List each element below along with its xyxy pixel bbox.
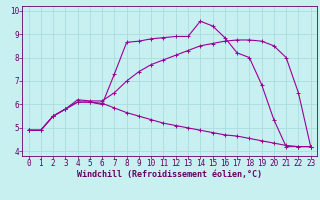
X-axis label: Windchill (Refroidissement éolien,°C): Windchill (Refroidissement éolien,°C): [77, 170, 262, 179]
